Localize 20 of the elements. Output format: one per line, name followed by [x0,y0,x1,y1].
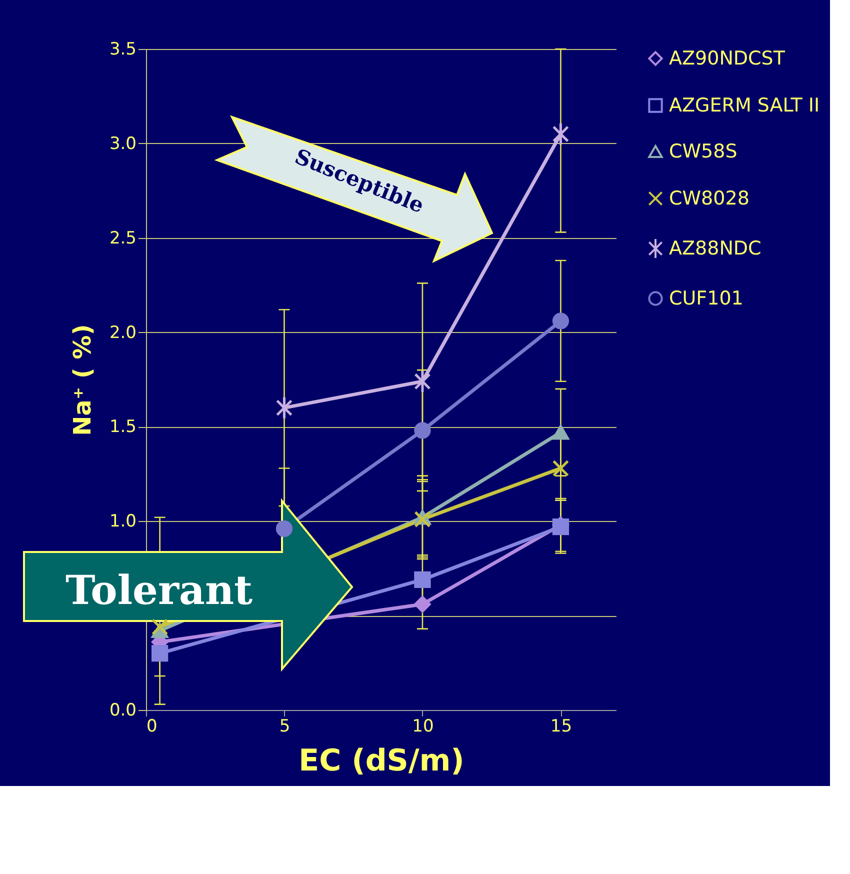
y-tick-label: 1.5 [109,417,136,438]
legend-label: AZ90NDCST [669,48,786,70]
y-tick-label: 2.0 [109,322,136,343]
legend-label: CW8028 [669,188,750,210]
legend-label: CUF101 [669,288,744,310]
x-tick-label: 0 [146,716,158,736]
x-axis-title: EC (dS/m) [298,744,464,778]
y-tick-label: 3.0 [109,134,136,154]
legend-label: AZGERM SALT II [669,94,820,116]
y-tick-label: 1.0 [109,512,136,532]
x-tick-label: 5 [279,716,290,736]
x-tick-label: 10 [412,716,434,736]
y-tick-label: 3.5 [109,40,136,60]
legend-label: CW58S [669,140,738,162]
y-tick-label: 0.0 [109,700,136,720]
y-axis-title: Na⁺ ( %) [68,324,96,436]
legend-label: AZ88NDC [669,238,762,260]
annotation: Tolerant [65,567,254,614]
x-tick-label: 15 [550,716,572,736]
y-tick-label: 2.5 [109,228,136,248]
